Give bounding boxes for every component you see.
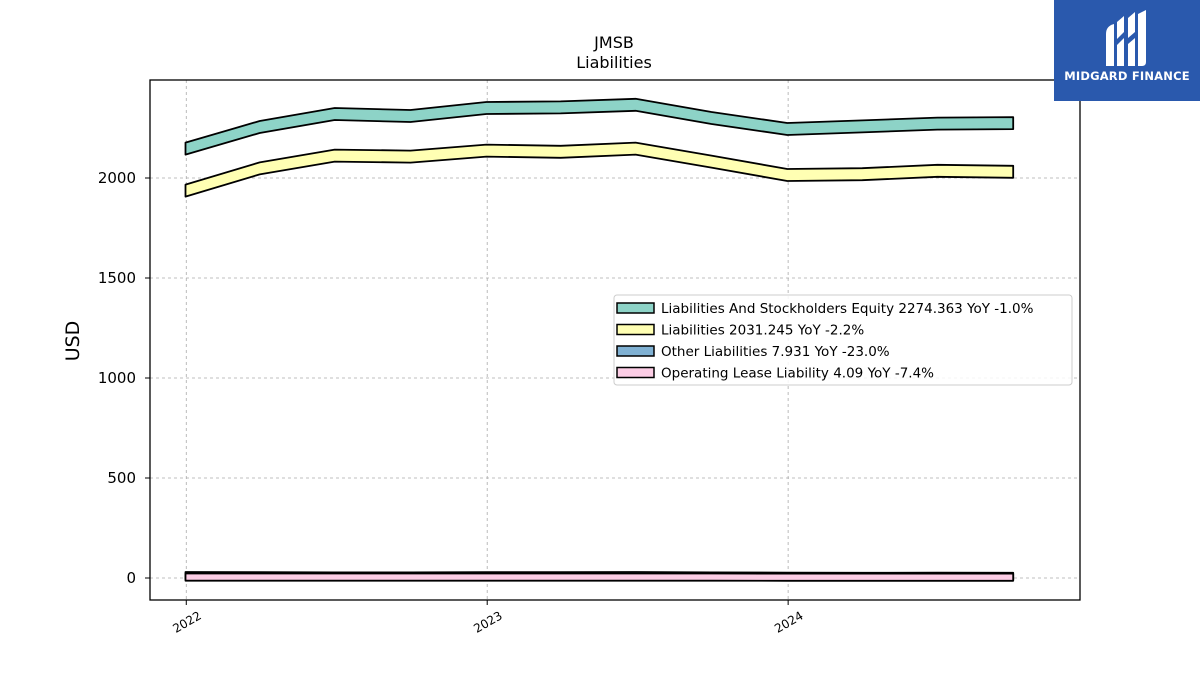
- series-band-1: [184, 97, 1015, 156]
- legend-swatch: [616, 366, 655, 379]
- y-tick-label: 500: [107, 469, 136, 487]
- x-axis: 2022 2023 2024: [170, 600, 806, 636]
- legend-label: Operating Lease Liability 4.09 YoY -7.4%: [661, 366, 934, 382]
- y-tick-label: 0: [126, 569, 136, 587]
- legend-swatch: [616, 302, 655, 314]
- x-tick-label: 2023: [471, 608, 504, 635]
- legend-label: Other Liabilities 7.931 YoY -23.0%: [661, 344, 890, 360]
- legend-label: Liabilities 2031.245 YoY -2.2%: [661, 323, 864, 339]
- legend-swatch: [616, 345, 655, 357]
- legend-swatch: [616, 323, 655, 336]
- y-tick-label: 2000: [98, 169, 136, 187]
- midgard-m-logo-icon: [1106, 10, 1146, 66]
- series-band-4: [184, 572, 1015, 582]
- plot-frame: [149, 79, 1081, 601]
- y-tick-label: 1500: [98, 269, 136, 287]
- brand-name: MIDGARD FINANCE: [1064, 69, 1190, 83]
- y-tick-label: 1000: [98, 369, 136, 387]
- midgard-finance-logo: MIDGARD FINANCE: [1054, 0, 1200, 101]
- y-axis-label: USD: [62, 321, 84, 362]
- y-axis: 0 500 1000 1500 2000: [98, 169, 150, 587]
- legend: Liabilities And Stockholders Equity 2274…: [613, 294, 1073, 386]
- series-band-2: [184, 141, 1015, 198]
- legend-box: [613, 294, 1073, 386]
- x-tick-label: 2022: [170, 608, 203, 635]
- legend-label: Liabilities And Stockholders Equity 2274…: [661, 301, 1034, 317]
- series-areas: [184, 97, 1015, 582]
- chart-subtitle: Liabilities: [576, 53, 652, 72]
- x-tick-label: 2024: [772, 608, 805, 635]
- chart-title: JMSB: [593, 33, 634, 52]
